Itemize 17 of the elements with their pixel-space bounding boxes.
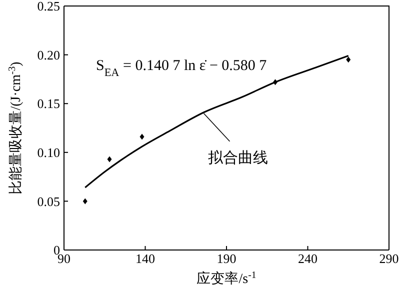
y-tick-label: 0.10 (37, 145, 60, 160)
y-tick-label: 0.25 (37, 0, 60, 14)
annotation: S$_{EA}$ = 0.140 7 ln ε̇ − 0.580 7 (96, 58, 268, 79)
x-axis-title: 应变率/s$^{-1}$ (196, 270, 256, 287)
y-tick-label: 0.05 (37, 194, 60, 209)
x-tick-label: 190 (216, 251, 236, 266)
y-tick-label: 0.20 (37, 47, 60, 62)
annotation: 拟合曲线 (208, 149, 268, 166)
point (140, 134, 144, 140)
line-series (84, 54, 350, 188)
y-tick-label: 0.15 (37, 96, 60, 112)
point (107, 156, 112, 162)
point (82, 198, 88, 204)
x-tick-label: 240 (298, 251, 318, 266)
x-tick-label: 290 (379, 251, 399, 266)
point (346, 56, 351, 63)
x-tick-label: 140 (136, 251, 155, 266)
